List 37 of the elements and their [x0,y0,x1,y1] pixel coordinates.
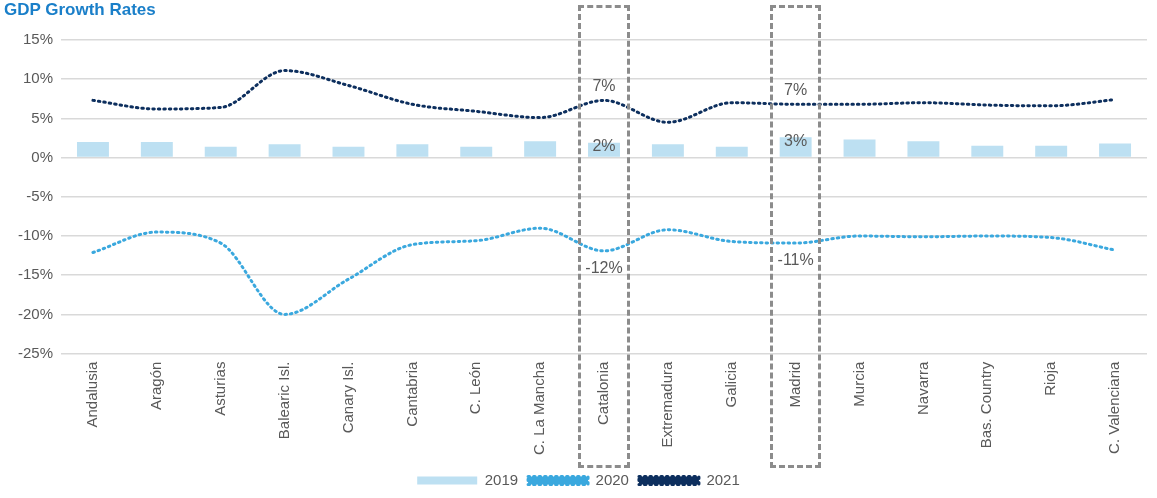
x-tick-label: Extremadura [658,360,676,448]
y-tick-label: -20% [17,304,54,322]
x-tick-label: Andalusia [83,360,101,428]
data-label: -12% [585,259,623,277]
x-tick-label: C. León [466,361,484,415]
data-label: -11% [777,251,814,269]
x-tick-label: Catalonia [594,360,612,426]
y-tick-label: -10% [17,226,54,244]
y-tick-label: 5% [31,108,54,126]
y-tick-label: 15% [22,30,54,48]
y-tick-label: 10% [22,69,54,87]
x-tick-label: Madrid [785,361,803,408]
y-tick-label: 0% [31,147,54,165]
data-label: 7% [784,80,808,98]
x-tick-label: Balearic Isl. [274,361,292,440]
x-tick-label: C. La Mancha [530,360,548,456]
legend-label: 2020 [595,470,629,488]
y-tick-label: -5% [26,186,54,204]
data-label: 3% [784,131,808,149]
x-tick-label: Aragón [146,361,164,410]
x-tick-label: Murcia [849,360,867,407]
x-tick-label: Canary Isl. [338,361,356,434]
x-tick-label: Rioja [1041,360,1059,396]
data-label: 2% [592,137,616,155]
x-tick-label: Asturias [210,361,228,416]
x-tick-label: Bas. Country [977,361,995,449]
x-tick-label: C. Valenciana [1105,360,1123,454]
y-tick-label: -15% [17,265,54,283]
legend-label: 2019 [484,470,519,488]
x-tick-label: Cantabria [402,360,420,427]
data-label: 7% [592,76,616,94]
chart-title: GDP Growth Rates [4,0,156,20]
line-series [91,226,1117,316]
y-tick-label: -25% [17,343,54,361]
x-tick-label: Galicia [721,360,739,408]
legend-label: 2021 [706,470,740,488]
x-tick-label: Navarra [913,360,931,415]
